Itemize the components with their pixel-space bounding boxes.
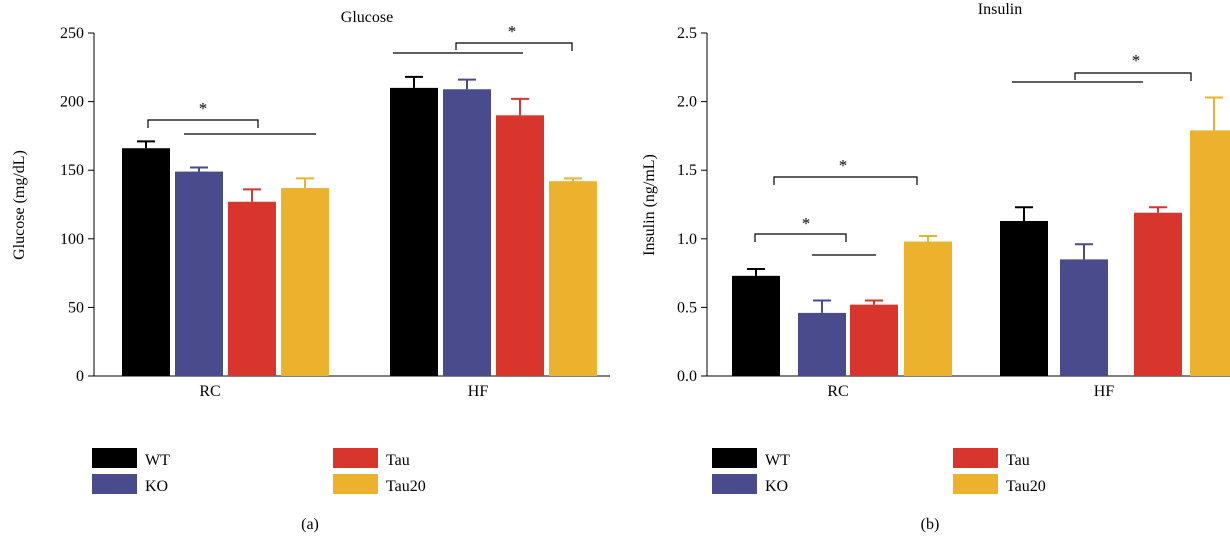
glucose-significance-hf	[393, 42, 573, 54]
legend-label-tau20: Tau20	[386, 478, 426, 495]
glucose-bar-rc-wt	[122, 148, 170, 376]
glucose-panel: Glucose Glucose (mg/dL) 050100150200250 …	[11, 9, 610, 533]
insulin-significance-rc-outer	[773, 176, 918, 185]
insulin-significance-hf	[1012, 72, 1192, 83]
glucose-y-ticks: 0 50 100 150 200 250	[60, 25, 94, 385]
legend-label-ko: KO	[145, 478, 168, 495]
legend-swatch-tau20	[953, 474, 998, 494]
glucose-bar-rc-tau20	[281, 188, 329, 376]
legend-label-ko: KO	[765, 478, 788, 495]
glucose-y-axis-label: Glucose (mg/dL)	[11, 150, 28, 260]
glucose-bar-hf-tau20	[549, 181, 597, 376]
glucose-legend: WT KO Tau Tau20	[92, 448, 426, 495]
glucose-significance-rc	[147, 119, 316, 135]
insulin-bar-hf-tau20	[1190, 130, 1230, 376]
insulin-legend: WT KO Tau Tau20	[712, 448, 1046, 495]
legend-label-wt: WT	[145, 452, 170, 469]
insulin-panel-label: (b)	[921, 516, 940, 533]
glucose-y-tick-label: 150	[60, 162, 84, 179]
insulin-y-tick-label: 0.5	[677, 299, 697, 316]
glucose-y-tick-label: 200	[60, 94, 84, 111]
glucose-bar-rc-ko	[175, 171, 223, 376]
glucose-bar-rc-tau	[228, 201, 276, 376]
insulin-category-label-rc: RC	[827, 383, 848, 400]
insulin-y-axis-label: Insulin (ng/mL)	[641, 154, 658, 256]
glucose-bar-hf-tau	[496, 115, 544, 376]
insulin-category-label-hf: HF	[1094, 383, 1115, 400]
insulin-significance-star-rc-inner: *	[802, 214, 811, 233]
legend-swatch-tau	[953, 448, 998, 468]
legend-swatch-wt	[712, 448, 757, 468]
glucose-category-label-rc: RC	[199, 383, 220, 400]
insulin-y-tick-label: 2.5	[677, 25, 697, 42]
insulin-bars	[732, 96, 1230, 376]
insulin-y-tick-label: 1.5	[677, 162, 697, 179]
insulin-bar-hf-ko	[1060, 259, 1108, 376]
insulin-title: Insulin	[978, 1, 1022, 18]
insulin-bar-hf-tau	[1134, 212, 1182, 376]
glucose-bar-hf-ko	[443, 89, 491, 376]
insulin-y-tick-label: 1.0	[677, 231, 697, 248]
insulin-y-ticks: 0.0 0.5 1.0 1.5 2.0 2.5	[677, 25, 707, 385]
insulin-bar-hf-wt	[1000, 220, 1048, 376]
legend-swatch-tau	[333, 448, 378, 468]
legend-label-wt: WT	[765, 452, 790, 469]
insulin-y-tick-label: 0.0	[677, 368, 697, 385]
insulin-significance-star-hf: *	[1132, 51, 1141, 70]
glucose-category-label-hf: HF	[468, 383, 489, 400]
insulin-panel: Insulin Insulin (ng/mL) 0.0 0.5 1.0 1.5 2.0 2…	[641, 1, 1230, 533]
insulin-significance-star-rc-outer: *	[839, 156, 848, 175]
insulin-significance-rc-inner	[754, 233, 876, 256]
glucose-y-tick-label: 250	[60, 25, 84, 42]
insulin-bar-rc-wt	[732, 275, 780, 376]
legend-label-tau20: Tau20	[1006, 478, 1046, 495]
legend-label-tau: Tau	[386, 452, 410, 469]
insulin-bar-rc-tau	[850, 304, 898, 376]
legend-swatch-tau20	[333, 474, 378, 494]
legend-swatch-ko	[712, 474, 757, 494]
glucose-y-tick-label: 50	[68, 299, 84, 316]
legend-swatch-wt	[92, 448, 137, 468]
legend-label-tau: Tau	[1006, 452, 1030, 469]
glucose-panel-label: (a)	[301, 516, 319, 533]
legend-swatch-ko	[92, 474, 137, 494]
glucose-bar-hf-wt	[390, 87, 438, 376]
glucose-significance-star-rc: *	[199, 99, 208, 118]
insulin-bar-rc-tau20	[904, 241, 952, 376]
insulin-y-tick-label: 2.0	[677, 94, 697, 111]
glucose-title: Glucose	[341, 9, 393, 26]
glucose-bars	[122, 75, 597, 376]
glucose-y-tick-label: 100	[60, 231, 84, 248]
glucose-significance-star-hf: *	[508, 22, 517, 41]
glucose-y-tick-label: 0	[76, 368, 84, 385]
insulin-bar-rc-ko	[798, 312, 846, 376]
